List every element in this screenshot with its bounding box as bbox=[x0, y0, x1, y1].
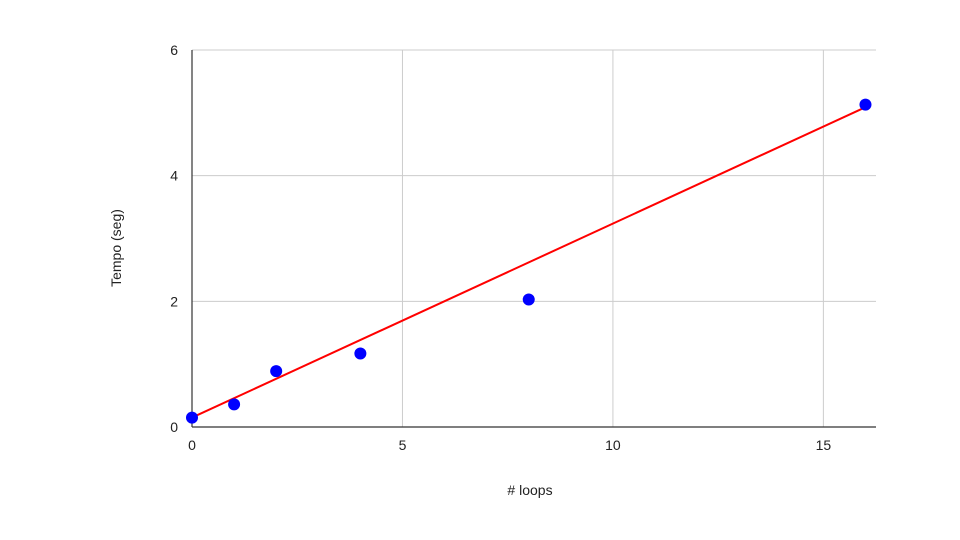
axes bbox=[191, 50, 876, 428]
y-tick-label: 4 bbox=[170, 168, 178, 184]
x-tick-label: 0 bbox=[188, 437, 196, 453]
y-axis-title: Tempo (seg) bbox=[108, 209, 124, 287]
tick-labels: 0 2 4 6 0 5 10 15 bbox=[170, 42, 831, 453]
data-points bbox=[186, 98, 872, 424]
data-point bbox=[354, 347, 367, 360]
trendline-layer bbox=[191, 106, 866, 419]
data-point bbox=[270, 365, 283, 378]
y-tick-label: 6 bbox=[170, 42, 178, 58]
y-tick-label: 2 bbox=[170, 293, 178, 309]
x-tick-label: 15 bbox=[816, 437, 832, 453]
data-point bbox=[186, 411, 198, 424]
y-tick-label: 0 bbox=[170, 419, 178, 435]
x-tick-label: 5 bbox=[399, 437, 407, 453]
grid bbox=[192, 49, 876, 427]
data-point bbox=[228, 398, 241, 411]
trendline bbox=[191, 106, 866, 419]
x-axis-title: # loops bbox=[507, 482, 552, 498]
data-point bbox=[522, 293, 535, 306]
x-tick-label: 10 bbox=[605, 437, 621, 453]
data-point bbox=[859, 98, 872, 111]
